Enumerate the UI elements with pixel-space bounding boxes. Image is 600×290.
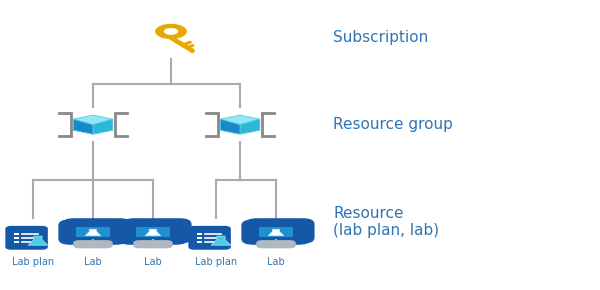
Text: Lab: Lab (144, 257, 162, 267)
Polygon shape (211, 236, 230, 245)
FancyBboxPatch shape (136, 227, 170, 237)
Text: Lab plan: Lab plan (12, 257, 54, 267)
Text: Resource group: Resource group (333, 117, 453, 132)
Text: Lab plan: Lab plan (195, 257, 237, 267)
Polygon shape (93, 119, 113, 134)
Polygon shape (85, 229, 101, 236)
FancyBboxPatch shape (73, 240, 113, 248)
FancyBboxPatch shape (197, 233, 202, 235)
FancyBboxPatch shape (241, 220, 311, 245)
Polygon shape (145, 229, 161, 236)
Polygon shape (220, 115, 260, 125)
FancyBboxPatch shape (14, 241, 19, 243)
Text: Lab: Lab (267, 257, 285, 267)
Polygon shape (220, 119, 240, 134)
Circle shape (164, 28, 178, 35)
FancyBboxPatch shape (122, 218, 191, 244)
FancyBboxPatch shape (197, 237, 202, 239)
Circle shape (155, 24, 187, 39)
Polygon shape (240, 119, 260, 134)
Text: Lab: Lab (84, 257, 102, 267)
FancyBboxPatch shape (259, 227, 293, 237)
FancyBboxPatch shape (14, 233, 19, 235)
Polygon shape (268, 229, 284, 236)
FancyBboxPatch shape (76, 227, 110, 237)
FancyBboxPatch shape (58, 220, 128, 245)
FancyBboxPatch shape (5, 226, 48, 250)
FancyBboxPatch shape (118, 220, 188, 245)
FancyBboxPatch shape (245, 218, 314, 244)
Text: Subscription: Subscription (333, 30, 428, 45)
FancyBboxPatch shape (188, 226, 231, 250)
FancyBboxPatch shape (14, 237, 19, 239)
FancyBboxPatch shape (197, 241, 202, 243)
FancyBboxPatch shape (256, 240, 296, 248)
Polygon shape (28, 236, 47, 245)
Text: Resource
(lab plan, lab): Resource (lab plan, lab) (333, 206, 439, 238)
Polygon shape (73, 119, 93, 134)
FancyBboxPatch shape (133, 240, 173, 248)
FancyBboxPatch shape (62, 218, 131, 244)
Polygon shape (73, 115, 113, 125)
